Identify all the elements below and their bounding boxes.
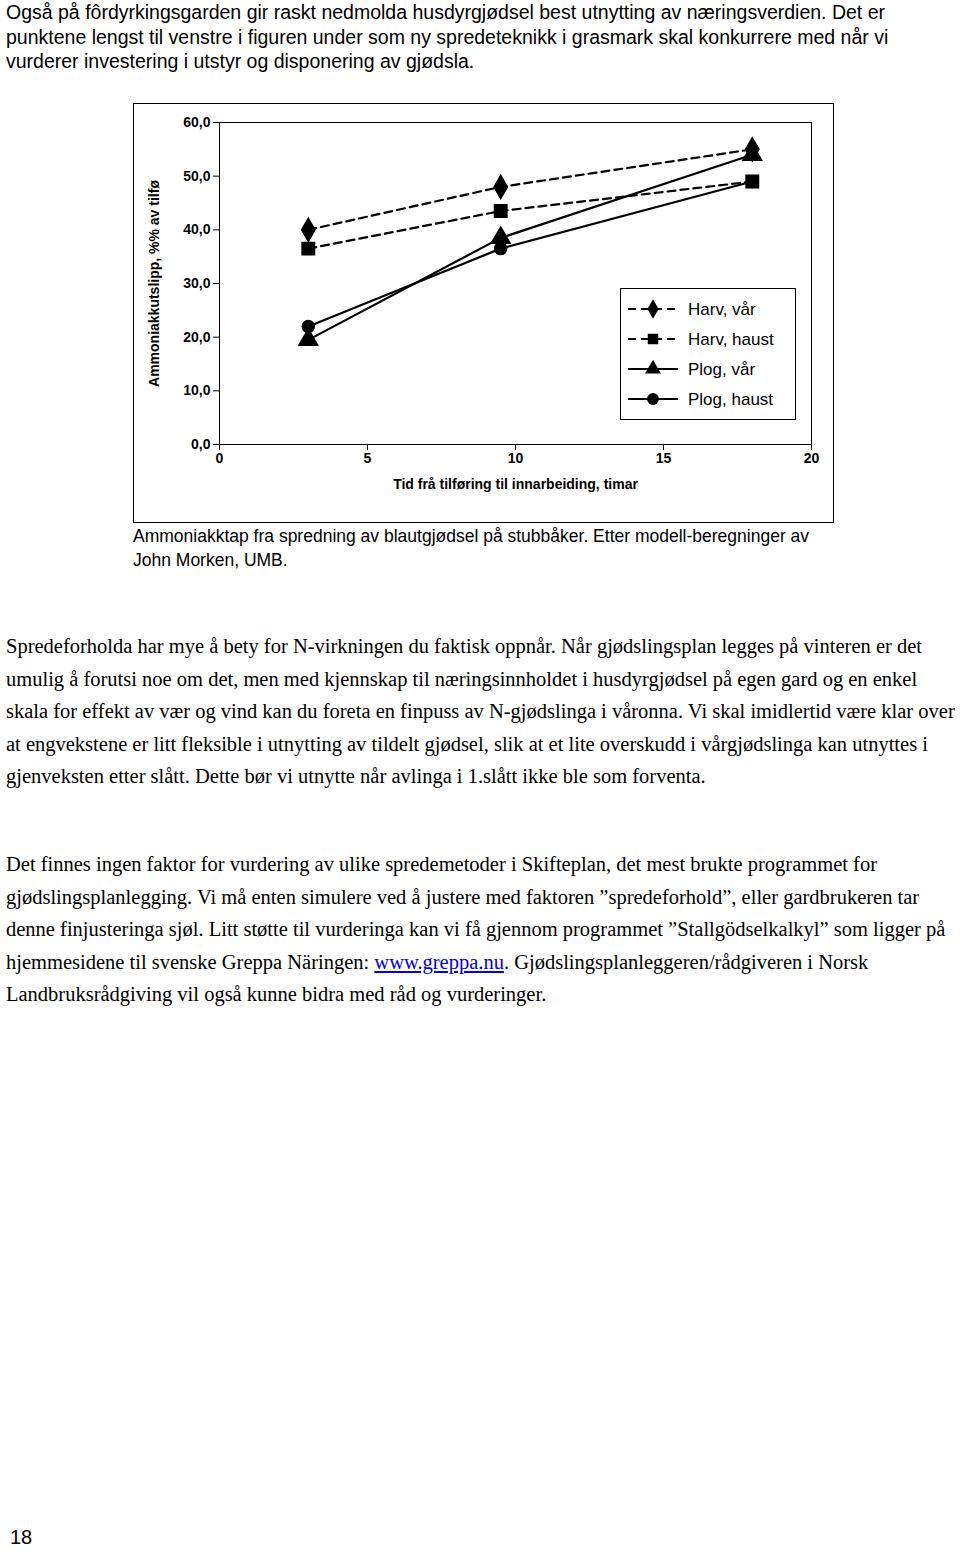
svg-text:Harv, haust: Harv, haust [688,330,774,349]
svg-text:Plog, vår: Plog, vår [688,360,755,379]
html-text:Spredeforholda har mye å bety: Spredeforholda har mye å bety for N-virk… [6,635,955,787]
svg-text:10: 10 [508,450,524,466]
html-text:18: 18 [10,1526,33,1548]
svg-text:15: 15 [656,450,672,466]
svg-text:Harv, vår: Harv, vår [688,300,756,319]
svg-text:Ammoniakkutslipp, %% av tilfø: Ammoniakkutslipp, %% av tilfø [146,180,162,387]
svg-text:40,0: 40,0 [183,221,210,237]
html-text:Ammoniakktap fra spredning av: Ammoniakktap fra spredning av blautgjøds… [133,526,810,570]
svg-text:0,0: 0,0 [191,436,211,452]
html-text:Også på fôrdyrkingsgarden gir: Også på fôrdyrkingsgarden gir raskt nedm… [6,1,889,72]
svg-text:Plog, haust: Plog, haust [688,390,773,409]
html-text:Det finnes ingen faktor for vu: Det finnes ingen faktor for vurdering av… [6,853,946,1005]
svg-text:20: 20 [804,450,820,466]
svg-text:60,0: 60,0 [183,114,210,130]
svg-text:10,0: 10,0 [183,382,210,398]
svg-text:20,0: 20,0 [183,329,210,345]
svg-text:Tid frå tilføring til innarbei: Tid frå tilføring til innarbeiding, tima… [393,476,638,492]
svg-text:0: 0 [216,450,224,466]
svg-text:30,0: 30,0 [183,275,210,291]
svg-text:5: 5 [364,450,372,466]
svg-text:50,0: 50,0 [183,168,210,184]
